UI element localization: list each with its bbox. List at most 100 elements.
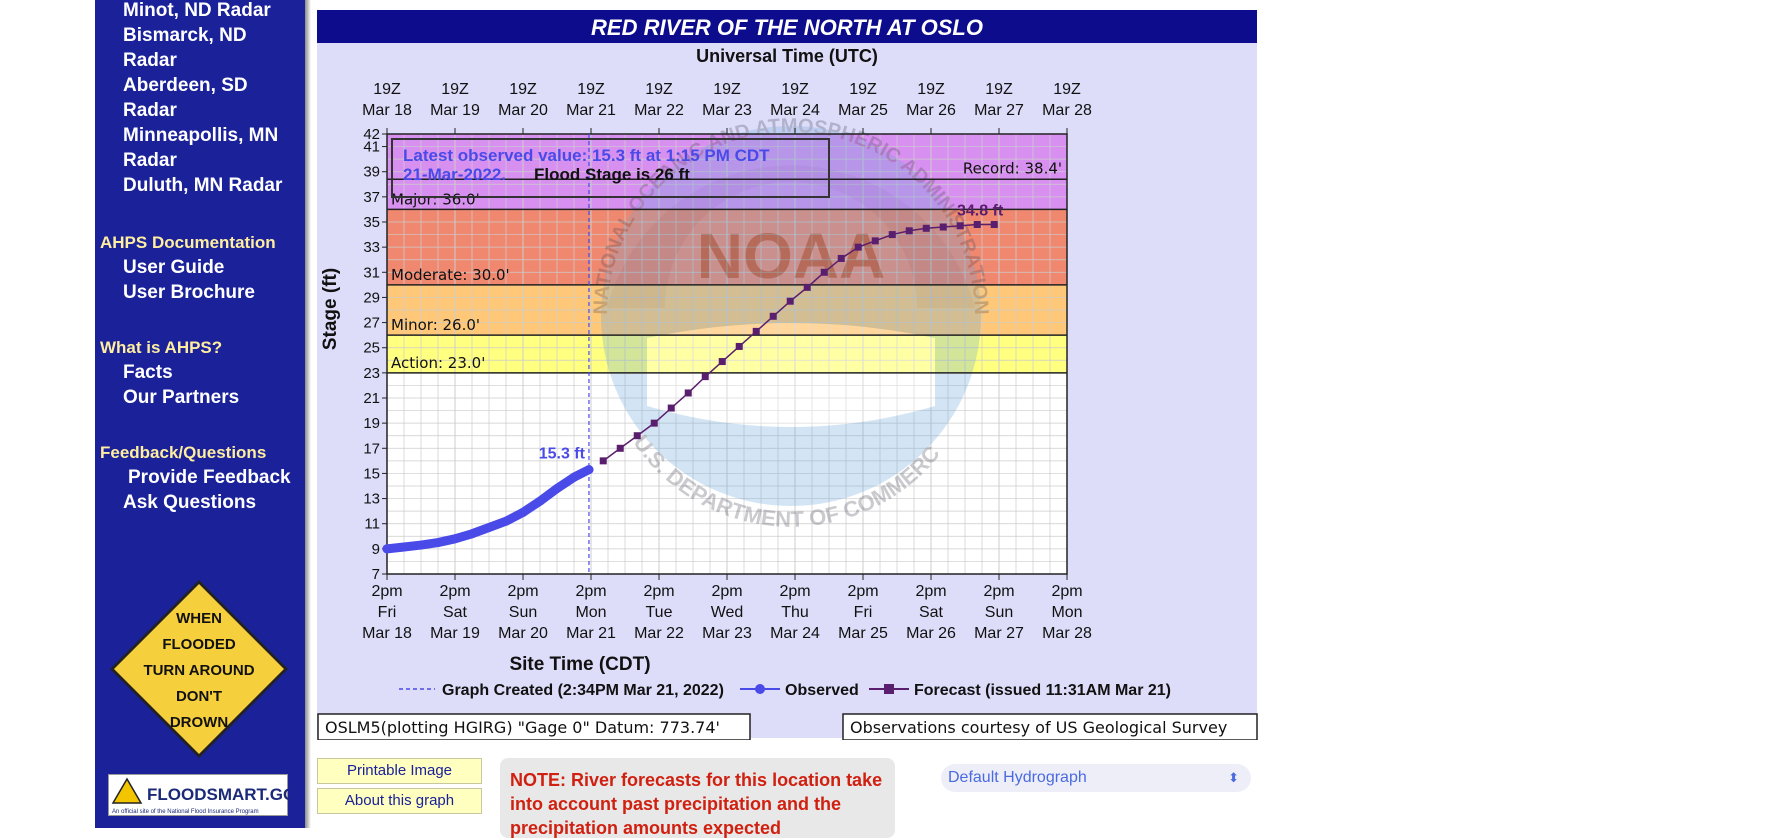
y-tick-label: 13	[363, 491, 380, 508]
feedback-heading: Feedback/Questions	[100, 443, 267, 462]
bottom-tick-label: Mar 28	[1042, 625, 1092, 642]
bottom-tick-label: 2pm	[983, 583, 1014, 600]
forecast-note: NOTE: River forecasts for this location …	[500, 758, 895, 838]
top-tick-label: 19Z	[577, 81, 605, 98]
forecast-point	[905, 227, 913, 235]
radar-link-duluth[interactable]: Duluth, MN Radar	[123, 175, 283, 196]
turn-around-dont-drown-sign[interactable]: WHEN FLOODED TURN AROUND DON'T DROWN	[108, 578, 290, 760]
sign-line-4: DON'T	[176, 688, 222, 705]
legend-observed-text: Observed	[785, 682, 859, 699]
bottom-tick-label: Mar 23	[702, 625, 752, 642]
sidebar-shadow	[305, 0, 311, 828]
bottom-tick-label: Mar 25	[838, 625, 888, 642]
top-tick-label: 19Z	[849, 81, 877, 98]
bottom-tick-label: 2pm	[371, 583, 402, 600]
top-tick-label: 19Z	[1053, 81, 1081, 98]
bottom-tick-label: 2pm	[779, 583, 810, 600]
ask-questions-link[interactable]: Ask Questions	[123, 492, 257, 513]
watermark-noaa-text: NOAA	[697, 220, 885, 292]
datum-box	[317, 713, 751, 741]
forecast-point	[837, 254, 845, 262]
forecast-point	[939, 223, 947, 231]
flood-stage-text: Flood Stage is 26 ft	[534, 165, 690, 184]
bottom-tick-label: Mar 26	[906, 625, 956, 642]
top-tick-date: Mar 18	[362, 102, 412, 119]
y-tick-label: 9	[372, 541, 380, 558]
bottom-tick-label: Mar 27	[974, 625, 1024, 642]
y-tick-label: 19	[363, 415, 380, 432]
y-tick-label: 31	[363, 264, 380, 281]
threshold-label-2: Moderate: 30.0'	[391, 266, 510, 284]
forecast-last-label: 34.8 ft	[957, 203, 1004, 220]
top-tick-label: 19Z	[645, 81, 673, 98]
hydrograph-type-select[interactable]: Default Hydrograph ⬍	[941, 764, 1251, 792]
top-tick-date: Mar 22	[634, 102, 684, 119]
bottom-tick-label: Mon	[575, 604, 606, 621]
radar-link-minneapolis[interactable]: Minneapollis, MN Radar	[123, 125, 279, 171]
floodsmart-logo[interactable]: FLOODSMART.GOV An official site of the N…	[108, 774, 308, 816]
bottom-tick-label: 2pm	[711, 583, 742, 600]
bottom-tick-label: Mar 18	[362, 625, 412, 642]
user-guide-link[interactable]: User Guide	[123, 257, 225, 278]
bottom-tick-label: 2pm	[643, 583, 674, 600]
forecast-point	[990, 221, 998, 229]
observed-point	[467, 529, 477, 539]
ahps-doc-heading: AHPS Documentation	[100, 233, 276, 252]
top-tick-label: 19Z	[985, 81, 1013, 98]
facts-link[interactable]: Facts	[123, 362, 173, 383]
radar-link-aberdeen[interactable]: Aberdeen, SD Radar	[123, 75, 248, 121]
legend-created-text: Graph Created (2:34PM Mar 21, 2022)	[442, 682, 724, 699]
bottom-tick-label: Sat	[443, 604, 468, 621]
bottom-tick-label: Mon	[1051, 604, 1082, 621]
what-is-ahps-section: What is AHPS? Facts Our Partners	[100, 335, 300, 410]
forecast-point	[650, 419, 658, 427]
observed-point	[416, 540, 426, 550]
forecast-point	[888, 231, 896, 239]
forecast-point	[786, 297, 794, 305]
about-graph-button[interactable]: About this graph	[317, 788, 482, 814]
y-tick-label: 11	[364, 516, 380, 533]
sign-line-2: FLOODED	[162, 636, 235, 653]
bottom-tick-label: Mar 20	[498, 625, 548, 642]
forecast-point	[820, 268, 828, 276]
datum-text: OSLM5(plotting HGIRG) "Gage 0" Datum: 77…	[325, 718, 720, 737]
hydrograph-chart[interactable]: RED RIVER OF THE NORTH AT OSLO Universal…	[310, 0, 1259, 741]
top-tick-date: Mar 28	[1042, 102, 1092, 119]
forecast-point	[684, 389, 692, 397]
forecast-point	[616, 444, 624, 452]
forecast-point	[701, 373, 709, 381]
floodsmart-text: FLOODSMART.GOV	[147, 785, 289, 804]
top-tick-label: 19Z	[713, 81, 741, 98]
y-tick-label: 7	[372, 566, 380, 583]
observed-point	[484, 522, 494, 532]
radar-link-bismarck[interactable]: Bismarck, ND Radar	[123, 25, 247, 71]
forecast-point	[871, 237, 879, 245]
bottom-tick-label: Sat	[919, 604, 944, 621]
observed-point	[433, 538, 443, 548]
forecast-point	[667, 404, 675, 412]
printable-image-button[interactable]: Printable Image	[317, 758, 482, 784]
bottom-tick-label: Wed	[711, 604, 744, 621]
sign-line-1: WHEN	[176, 610, 222, 627]
y-tick-label: 29	[363, 289, 380, 306]
our-partners-link[interactable]: Our Partners	[123, 387, 240, 408]
forecast-point	[718, 358, 726, 366]
latest-value-date: 21-Mar-2022.	[403, 165, 506, 184]
radar-links: Minot, ND Radar Bismarck, ND Radar Aberd…	[100, 0, 300, 198]
legend-forecast-text: Forecast (issued 11:31AM Mar 21)	[914, 682, 1171, 699]
top-tick-label: 19Z	[509, 81, 537, 98]
sign-line-3: TURN AROUND	[143, 662, 254, 679]
forecast-point	[854, 243, 862, 251]
record-label: Record: 38.4'	[963, 159, 1062, 177]
y-tick-label: 37	[363, 189, 380, 206]
ahps-doc-section: AHPS Documentation User Guide User Broch…	[100, 230, 300, 305]
observed-point	[450, 534, 460, 544]
observed-point	[501, 516, 511, 526]
y-tick-label: 27	[363, 315, 380, 332]
chart-title: RED RIVER OF THE NORTH AT OSLO	[591, 15, 983, 40]
provide-feedback-link[interactable]: Provide Feedback	[128, 467, 291, 488]
y-tick-label: 39	[363, 164, 380, 181]
radar-link-minot[interactable]: Minot, ND Radar	[123, 0, 271, 21]
user-brochure-link[interactable]: User Brochure	[123, 282, 255, 303]
select-chevron-icon: ⬍	[1228, 770, 1239, 785]
